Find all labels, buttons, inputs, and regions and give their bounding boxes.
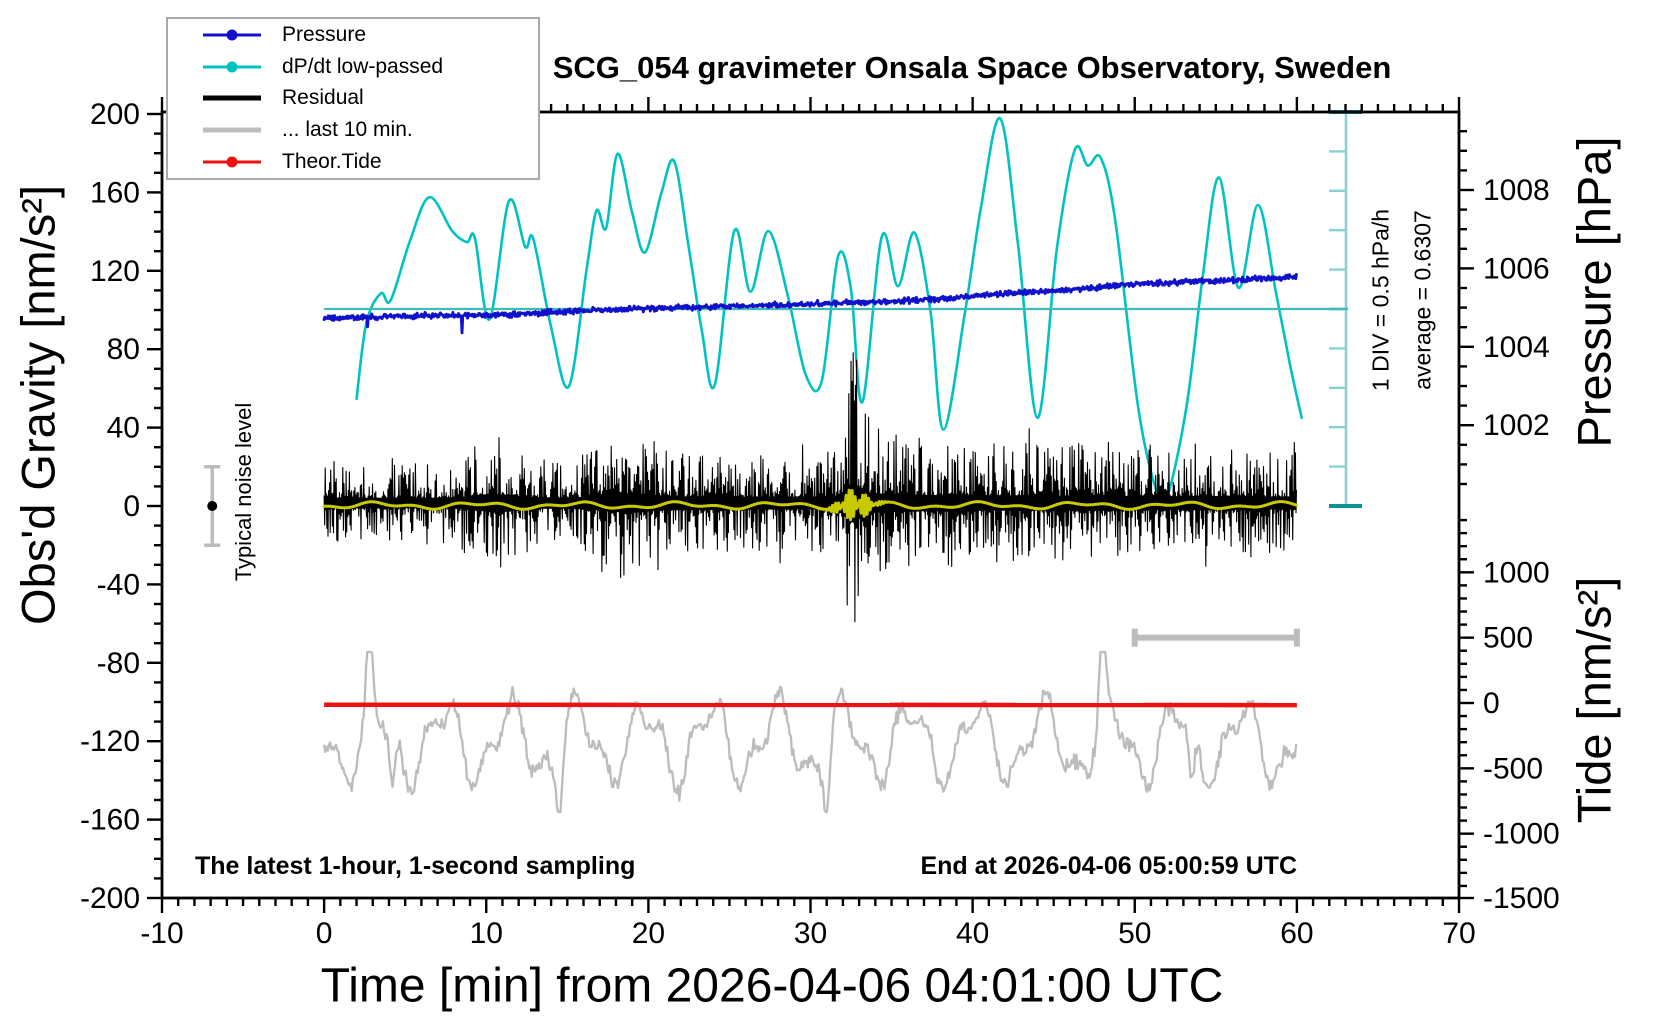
div-scale-note: 1 DIV = 0.5 hPa/h xyxy=(1367,208,1394,392)
svg-text:160: 160 xyxy=(90,176,140,209)
svg-text:200: 200 xyxy=(90,98,140,131)
svg-text:-1000: -1000 xyxy=(1483,818,1560,851)
theortide-line-icon xyxy=(203,156,261,168)
noise-level-note: Typical noise level xyxy=(231,402,256,582)
svg-text:-80: -80 xyxy=(97,647,140,680)
svg-text:-10: -10 xyxy=(140,917,183,950)
legend-item-residual: Residual xyxy=(168,84,538,112)
legend-item-pressure: Pressure xyxy=(168,21,538,49)
svg-text:0: 0 xyxy=(123,490,140,523)
legend-item-dpdt: dP/dt low-passed xyxy=(168,53,538,81)
pressure-line-icon xyxy=(203,29,261,41)
svg-text:500: 500 xyxy=(1483,622,1533,655)
sampling-note: The latest 1-hour, 1-second sampling xyxy=(195,852,636,880)
legend-label: ... last 10 min. xyxy=(282,118,413,142)
svg-text:40: 40 xyxy=(107,412,140,445)
svg-text:0: 0 xyxy=(316,917,333,950)
svg-text:40: 40 xyxy=(956,917,989,950)
svg-text:0: 0 xyxy=(1483,687,1500,720)
average-note: average = 0.6307 xyxy=(1409,210,1436,390)
svg-text:-500: -500 xyxy=(1483,752,1543,785)
dpdt-line-icon xyxy=(203,61,261,73)
svg-text:60: 60 xyxy=(1280,917,1313,950)
legend-label: Pressure xyxy=(282,22,367,46)
svg-text:70: 70 xyxy=(1442,917,1475,950)
svg-text:-120: -120 xyxy=(80,725,140,758)
tide-axis-label: Tide [nm/s²] xyxy=(1567,576,1621,824)
svg-text:80: 80 xyxy=(107,333,140,366)
svg-text:1008: 1008 xyxy=(1483,174,1550,207)
svg-text:50: 50 xyxy=(1118,917,1151,950)
residual-line-icon xyxy=(203,92,261,104)
svg-text:-160: -160 xyxy=(80,804,140,837)
time-axis-label: Time [min] from 2026-04-06 04:01:00 UTC xyxy=(320,959,1224,1013)
svg-text:1002: 1002 xyxy=(1483,409,1550,442)
svg-text:120: 120 xyxy=(90,255,140,288)
end-time-note: End at 2026-04-06 05:00:59 UTC xyxy=(920,852,1297,880)
svg-text:20: 20 xyxy=(632,917,665,950)
legend-label: Theor.Tide xyxy=(282,150,382,174)
legend-label: Residual xyxy=(282,86,364,110)
svg-text:1004: 1004 xyxy=(1483,331,1550,364)
last10-line-icon xyxy=(203,124,261,136)
svg-text:10: 10 xyxy=(470,917,503,950)
svg-text:-200: -200 xyxy=(80,882,140,915)
legend-item-theortide: Theor.Tide xyxy=(168,148,538,176)
svg-text:1000: 1000 xyxy=(1483,556,1550,589)
pressure-axis-label: Pressure [hPa] xyxy=(1567,136,1621,448)
gravity-axis-label: Obs'd Gravity [nm/s²] xyxy=(11,185,65,625)
svg-text:30: 30 xyxy=(794,917,827,950)
legend-box: Pressure dP/dt low-passed Residual ... l… xyxy=(166,17,540,180)
svg-text:-40: -40 xyxy=(97,568,140,601)
chart-title: SCG_054 gravimeter Onsala Space Observat… xyxy=(552,50,1392,85)
svg-text:-1500: -1500 xyxy=(1483,882,1560,915)
legend-label: dP/dt low-passed xyxy=(282,54,444,78)
svg-text:1006: 1006 xyxy=(1483,252,1550,285)
legend-item-last10: ... last 10 min. xyxy=(168,116,538,144)
